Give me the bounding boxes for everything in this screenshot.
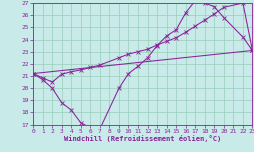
X-axis label: Windchill (Refroidissement éolien,°C): Windchill (Refroidissement éolien,°C) xyxy=(64,135,220,142)
